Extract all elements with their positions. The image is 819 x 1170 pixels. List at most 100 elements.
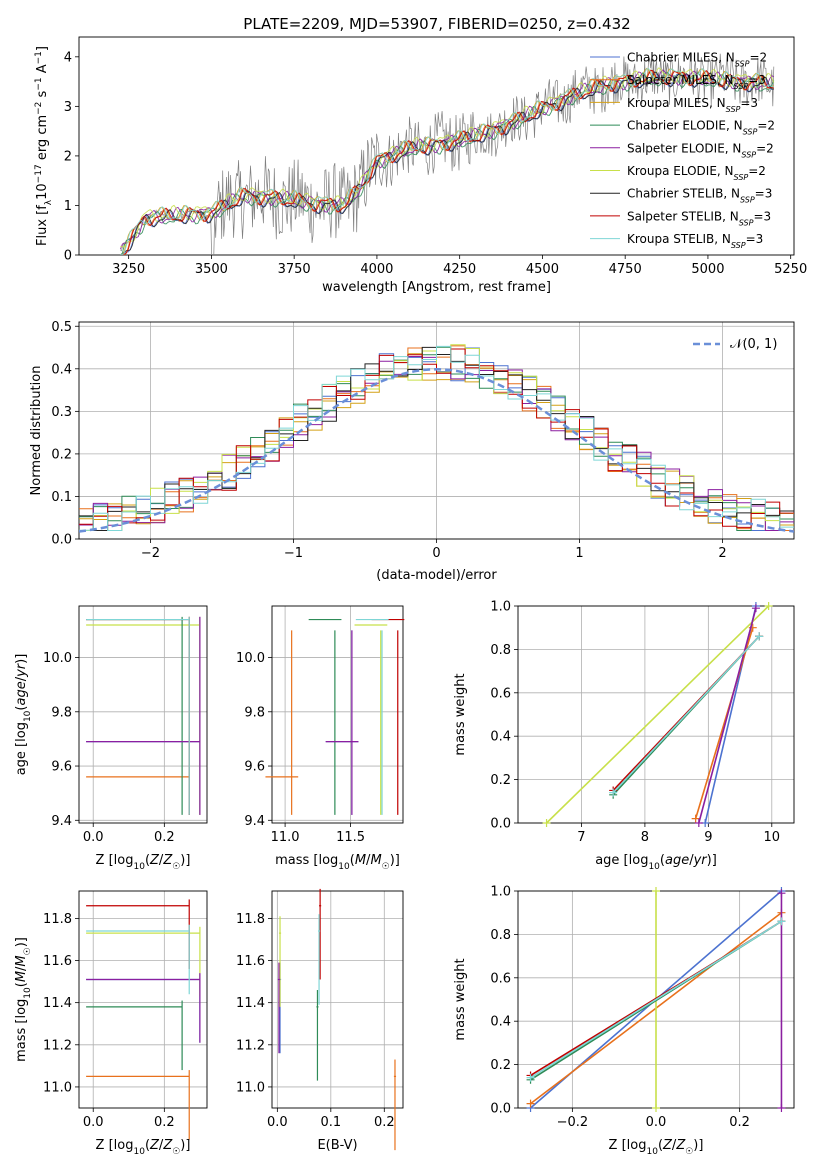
spectrum-panel: 3250 3500 3750 4000 4250 4500 4750 5000 5250 0 1 2 3… — [34, 36, 807, 295]
legend-label-base: Kroupa MILES, N — [627, 96, 726, 110]
axes-frame — [78, 890, 208, 1109]
legend-label-tail: =2 — [749, 51, 767, 65]
legend-label-sub: SSP — [734, 173, 749, 182]
y-axis-label: Flux [fλ10−17 erg cm−2 s−1 A−1] — [34, 46, 54, 246]
y-tick-label: 0.2 — [490, 773, 511, 788]
legend-label-sub: SSP — [734, 82, 749, 91]
weight-marker — [777, 889, 786, 898]
weight-line — [694, 627, 754, 819]
weight-marker — [542, 819, 551, 827]
x-tick-label: 8 — [641, 830, 649, 845]
y-tick-label: 11.0 — [236, 1080, 265, 1095]
weight-marker — [691, 814, 700, 823]
x-axis-label-part: ☉ — [172, 1147, 180, 1157]
x-axis-label-part: age — [665, 853, 689, 868]
weight-marker — [526, 1073, 535, 1082]
y-tick-label: 0.6 — [490, 971, 511, 986]
y-axis-label: mass weight — [453, 958, 468, 1040]
x-axis-label-part: ( — [145, 853, 150, 868]
x-tick-label: 0.2 — [374, 1115, 395, 1130]
legend-label-base: Kroupa STELIB, N — [627, 232, 731, 246]
weight-marker — [694, 819, 703, 827]
normal-curve — [79, 368, 794, 533]
legend-label: Salpeter ELODIE, NSSP=2 — [627, 141, 774, 159]
y-tick-label: 11.4 — [43, 996, 72, 1011]
y-axis-label-part: ☉ — [23, 947, 33, 955]
x-tick-label: 11.0 — [271, 830, 300, 845]
y-tick-label: 11.8 — [43, 912, 72, 927]
residual-histogram — [79, 353, 794, 531]
weight_vs_Z-panel: −0.2 0.0 0.20.00.20.40.60.81.0Z [log10(Z/Z… — [453, 885, 795, 1157]
y-axis-label-part: mass [log — [14, 999, 29, 1062]
y-tick-label: 11.4 — [236, 996, 265, 1011]
x-axis-label-part: )] — [693, 1138, 703, 1153]
y-tick-label: 1.0 — [490, 600, 511, 615]
x-tick-label: 3250 — [112, 262, 145, 277]
weight-marker — [777, 1104, 786, 1112]
weight-marker — [609, 788, 618, 797]
weight-line — [612, 635, 760, 794]
x-tick-label: 0.2 — [729, 1115, 750, 1130]
x-axis-label-part: yr — [693, 853, 709, 868]
x-tick-label: 10 — [764, 830, 781, 845]
x-tick-label: 4250 — [443, 262, 476, 277]
model-spectrum-line — [120, 69, 774, 255]
residual-histogram — [79, 345, 794, 531]
x-tick-label: 5000 — [691, 262, 724, 277]
y-axis-label-part: age [log — [14, 722, 29, 775]
x-tick-label: −1 — [284, 546, 303, 561]
x-axis-label-part: / — [159, 853, 164, 868]
y-tick-label: 10.0 — [236, 651, 265, 666]
y-tick-label: 10.0 — [43, 651, 72, 666]
y-tick-label: 0.8 — [490, 643, 511, 658]
x-axis-label-part: )] — [707, 853, 717, 868]
x-tick-label: 4500 — [526, 262, 559, 277]
x-axis-label-part: ( — [145, 1138, 150, 1153]
residual-histograms — [79, 344, 794, 533]
x-axis-label-part: Z — [149, 853, 160, 868]
normal-legend-label: 𝒩(0, 1) — [730, 337, 777, 352]
y-tick-label: 11.2 — [43, 1038, 72, 1053]
mass_vs_Z-panel: 0.0 0.211.011.211.411.611.8Z [log10(Z/Z☉)… — [14, 890, 208, 1157]
weight-line — [545, 605, 770, 824]
y-axis-label-part: mass weight — [453, 958, 468, 1040]
x-axis-label-part: mass [log — [275, 853, 338, 868]
legend-label-tail: =2 — [756, 141, 774, 155]
y-tick-label: 0.1 — [51, 490, 72, 505]
y-tick-label: 0.2 — [490, 1058, 511, 1073]
model-spectrum-line — [119, 69, 775, 250]
x-tick-label: 0.0 — [83, 830, 104, 845]
y-tick-label: 0.5 — [51, 320, 72, 335]
x-axis-label-part: / — [159, 1138, 164, 1153]
x-axis-label: age [log10(age/yr)] — [595, 853, 717, 872]
legend-label-sub: SSP — [741, 150, 756, 159]
axes-frame — [271, 605, 404, 824]
y-axis-label-part: / — [14, 676, 29, 681]
x-axis-label-part: 10 — [338, 862, 350, 872]
legend-label-sub: SSP — [726, 104, 741, 113]
y-axis-label-part: 10 — [35, 183, 50, 200]
x-axis-label-part: / — [366, 853, 371, 868]
legend-label-sub: SSP — [743, 127, 758, 136]
x-axis-label-part: )] — [180, 1138, 190, 1153]
x-axis-label-part: Z — [675, 1138, 686, 1153]
x-tick-label: 1 — [575, 546, 583, 561]
x-tick-label: 0.0 — [646, 1115, 667, 1130]
legend-label-tail: =2 — [757, 119, 775, 133]
x-axis-label-part: wavelength [Angstrom, rest frame] — [322, 280, 551, 295]
y-tick-label: 9.4 — [51, 814, 72, 829]
y-tick-label: 9.6 — [51, 760, 72, 775]
y-axis-label-part: age — [14, 681, 29, 705]
y-axis-label-part: erg cm — [35, 115, 50, 164]
y-axis-label-part: yr — [14, 662, 29, 678]
weight-line — [530, 920, 782, 1079]
y-tick-label: 4 — [64, 50, 72, 65]
weight-marker — [751, 604, 760, 613]
x-tick-label: 4000 — [360, 262, 393, 277]
legend-label: Kroupa MILES, NSSP=3 — [627, 96, 758, 114]
y-tick-label: 1 — [64, 199, 72, 214]
weight-marker — [755, 632, 764, 641]
x-axis-label-part: E(B-V) — [317, 1138, 357, 1153]
legend-label-base: Salpeter ELODIE, N — [627, 141, 741, 155]
x-axis-label: wavelength [Angstrom, rest frame] — [322, 280, 551, 295]
